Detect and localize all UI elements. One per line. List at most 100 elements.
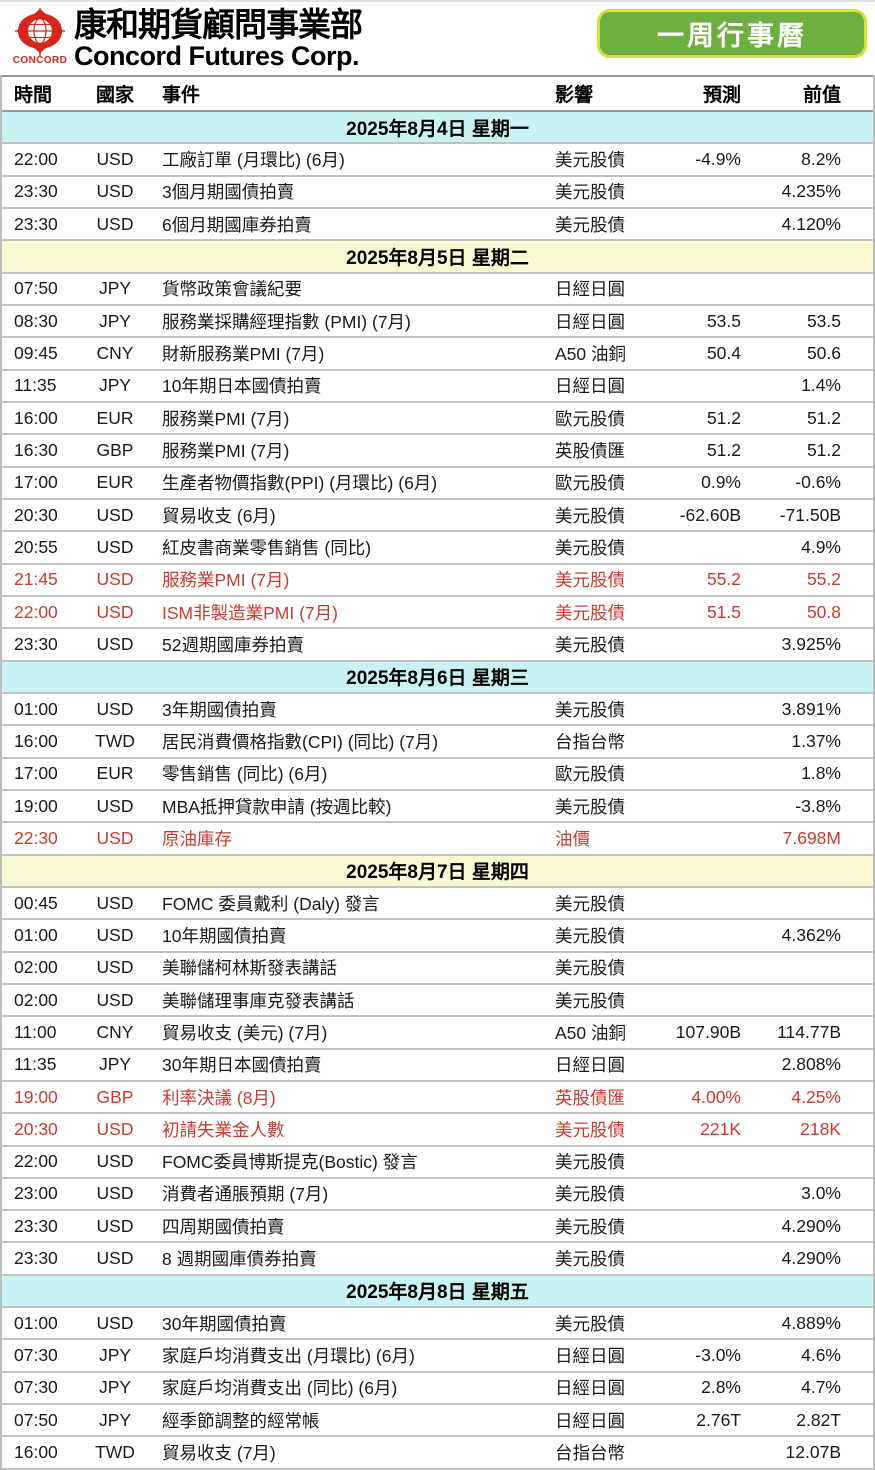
cell-time: 20:30 — [14, 1118, 58, 1139]
cell-time: 01:00 — [14, 698, 58, 719]
cell-country: USD — [96, 213, 134, 234]
cell-country: GBP — [96, 439, 134, 460]
cell-forecast: 55.2 — [706, 569, 741, 590]
event-row: 20:30 USD 貿易收支 (6月) 美元股債 -62.60B -71.50B — [2, 499, 873, 533]
cell-time: 07:50 — [14, 1409, 58, 1430]
cell-time: 01:00 — [14, 924, 58, 945]
cell-event: 貿易收支 (美元) (7月) — [162, 1022, 328, 1043]
cell-impact: 日經日圓 — [555, 1410, 625, 1431]
cell-previous: 3.925% — [781, 633, 841, 654]
cell-time: 11:35 — [14, 375, 57, 396]
cell-country: JPY — [98, 1345, 132, 1366]
cell-previous: -71.50B — [779, 504, 841, 525]
date-band: 2025年8月6日 星期三 — [2, 661, 873, 694]
cell-event: 服務業PMI (7月) — [162, 408, 290, 429]
cell-event: FOMC委員博斯提克(Bostic) 發言 — [162, 1152, 418, 1173]
cell-previous: 2.808% — [781, 1054, 841, 1075]
event-row: 22:00 USD FOMC委員博斯提克(Bostic) 發言 美元股債 — [2, 1146, 873, 1179]
cell-country: USD — [96, 1312, 134, 1333]
cell-event: 52週期國庫券拍賣 — [162, 634, 304, 655]
event-row: 22:00 USD 工廠訂單 (月環比) (6月) 美元股債 -4.9% 8.2% — [2, 144, 873, 177]
date-band: 2025年8月8日 星期五 — [2, 1275, 873, 1309]
cell-impact: 日經日圓 — [555, 1378, 625, 1399]
cell-previous: 51.2 — [806, 407, 841, 428]
cell-event: 四周期國債拍賣 — [162, 1216, 285, 1237]
cell-event: 10年期日本國債拍賣 — [162, 376, 322, 397]
cell-event: 家庭戶均消費支出 (月環比) (6月) — [162, 1346, 415, 1367]
cell-forecast: 2.76T — [696, 1409, 741, 1430]
cell-event: 30年期國債拍賣 — [162, 1313, 287, 1334]
cell-country: GBP — [96, 1086, 134, 1107]
cell-forecast: 51.2 — [706, 407, 741, 428]
event-row: 22:30 USD 原油庫存 油價 7.698M — [2, 823, 873, 856]
event-row: 07:50 JPY 經季節調整的經常帳 日經日圓 2.76T 2.82T — [2, 1405, 873, 1438]
cell-time: 16:00 — [14, 1442, 58, 1463]
cell-time: 16:30 — [14, 439, 58, 460]
cell-event: 家庭戶均消費支出 (同比) (6月) — [162, 1378, 398, 1399]
cell-previous: 4.120% — [781, 213, 841, 234]
event-row: 23:30 USD 3個月期國債拍賣 美元股債 4.235% — [2, 176, 873, 209]
cell-country: USD — [96, 957, 134, 978]
cell-previous: 4.235% — [781, 181, 841, 202]
cell-forecast: -3.0% — [695, 1345, 741, 1366]
cell-event: 服務業採購經理指數 (PMI) (7月) — [162, 311, 411, 332]
event-row: 11:00 CNY 貿易收支 (美元) (7月) A50 油銅 107.90B 114.7… — [2, 1017, 873, 1050]
cell-forecast: 51.5 — [706, 601, 741, 622]
event-row: 16:00 EUR 服務業PMI (7月) 歐元股債 51.2 51.2 — [2, 402, 873, 436]
cell-impact: 美元股債 — [555, 537, 625, 558]
cell-event: FOMC 委員戴利 (Daly) 發言 — [162, 893, 380, 914]
column-header-event: 事件 — [162, 85, 201, 106]
cell-impact: 日經日圓 — [555, 1055, 625, 1076]
logo-wordmark: CONCORD — [12, 55, 68, 66]
cell-previous: -3.8% — [795, 795, 841, 816]
cell-impact: 美元股債 — [555, 796, 625, 817]
cell-time: 16:00 — [14, 407, 58, 428]
event-row: 09:45 CNY 財新服務業PMI (7月) A50 油銅 50.4 50.6 — [2, 338, 873, 371]
cell-impact: 歐元股債 — [555, 764, 625, 785]
event-row: 23:30 USD 8 週期國庫債券拍賣 美元股債 4.290% — [2, 1243, 873, 1276]
cell-event: 3個月期國債拍賣 — [162, 182, 295, 203]
event-row: 00:45 USD FOMC 委員戴利 (Daly) 發言 美元股債 — [2, 887, 873, 921]
cell-impact: 美元股債 — [555, 1313, 625, 1334]
cell-country: USD — [96, 569, 134, 590]
cell-impact: 美元股債 — [555, 893, 625, 914]
cell-forecast: -4.9% — [695, 148, 741, 169]
event-row: 07:50 JPY 貨幣政策會議紀要 日經日圓 — [2, 273, 873, 306]
cell-event: 紅皮書商業零售銷售 (同比) — [162, 537, 372, 558]
cell-previous: 4.9% — [801, 536, 841, 557]
cell-country: USD — [96, 892, 134, 913]
cell-time: 19:00 — [14, 795, 58, 816]
event-row: 11:35 JPY 10年期日本國債拍賣 日經日圓 1.4% — [2, 370, 873, 403]
cell-previous: 4.362% — [781, 924, 841, 945]
cell-country: CNY — [96, 342, 134, 363]
cell-time: 20:30 — [14, 504, 58, 525]
cell-country: USD — [96, 827, 134, 848]
cell-time: 20:55 — [14, 536, 58, 557]
cell-time: 23:30 — [14, 213, 58, 234]
cell-time: 23:30 — [14, 1248, 58, 1269]
cell-impact: 美元股債 — [555, 1184, 625, 1205]
event-row: 16:30 GBP 服務業PMI (7月) 英股債匯 51.2 51.2 — [2, 435, 873, 468]
top-bar: CONCORD 康和期貨顧問事業部 Concord Futures Corp. … — [0, 2, 875, 75]
cell-country: JPY — [98, 1377, 132, 1398]
cell-event: MBA抵押貸款申請 (按週比較) — [162, 796, 392, 817]
cell-impact: 日經日圓 — [555, 311, 625, 332]
cell-impact: 美元股債 — [555, 182, 625, 203]
cell-previous: 4.7% — [801, 1377, 841, 1398]
cell-previous: 50.6 — [806, 342, 841, 363]
column-header-country: 國家 — [95, 85, 134, 106]
cell-impact: 美元股債 — [555, 570, 625, 591]
cell-time: 19:00 — [14, 1086, 58, 1107]
event-row: 19:00 USD MBA抵押貸款申請 (按週比較) 美元股債 -3.8% — [2, 790, 873, 824]
cell-previous: -0.6% — [795, 472, 841, 493]
event-row: 23:30 USD 6個月期國庫券拍賣 美元股債 4.120% — [2, 208, 873, 242]
cell-event: 利率決議 (8月) — [162, 1087, 276, 1108]
weekly-schedule-button[interactable]: 一周行事曆 — [597, 9, 867, 58]
event-row: 07:30 JPY 家庭戶均消費支出 (同比) (6月) 日經日圓 2.8% 4.7% — [2, 1372, 873, 1406]
date-band: 2025年8月5日 星期二 — [2, 241, 873, 274]
cell-event: 服務業PMI (7月) — [162, 440, 290, 461]
cell-event: 8 週期國庫債券拍賣 — [162, 1249, 317, 1270]
cell-time: 07:30 — [14, 1345, 58, 1366]
cell-forecast: 0.9% — [701, 472, 741, 493]
